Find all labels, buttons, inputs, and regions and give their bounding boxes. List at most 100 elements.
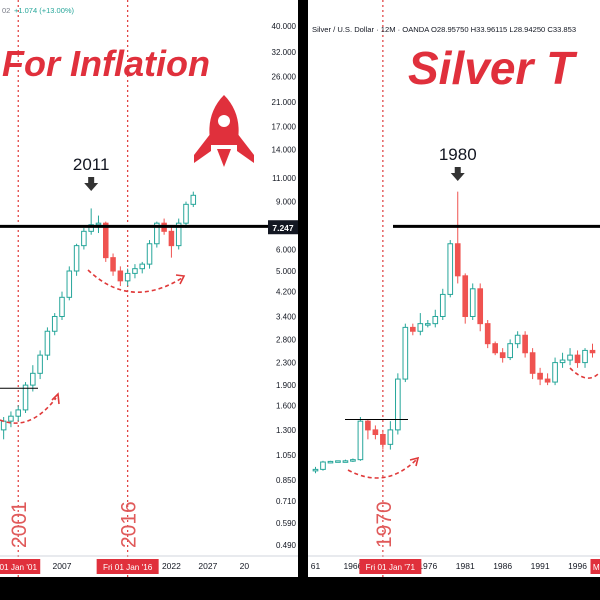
year-tick-label: 1976 bbox=[418, 561, 437, 571]
candle-body bbox=[175, 222, 182, 247]
candle-body bbox=[327, 460, 334, 464]
candle bbox=[484, 320, 491, 349]
candle-body bbox=[395, 378, 401, 431]
date-tag-label: Fri 01 Jan '16 bbox=[103, 563, 153, 572]
candle bbox=[8, 411, 14, 428]
price-tick-label: 14.000 bbox=[272, 146, 297, 155]
overlay-title: For Inflation bbox=[2, 43, 210, 84]
candle-body bbox=[462, 275, 469, 317]
peak-arrow bbox=[84, 177, 99, 191]
date-tag-label: Fri 01 Jan '71 bbox=[366, 563, 416, 572]
right-chart: 61 1966 1976 1981 1986 1991 1996 Fri 01 Jan '71… bbox=[308, 0, 600, 577]
candle-body bbox=[469, 288, 476, 317]
candle bbox=[175, 218, 182, 250]
candle bbox=[454, 191, 461, 284]
candle bbox=[380, 429, 386, 450]
candle-body bbox=[357, 420, 364, 461]
candle-body bbox=[124, 272, 131, 282]
candle bbox=[51, 313, 58, 336]
price-tick-label: 11.000 bbox=[272, 174, 296, 183]
candle-body bbox=[432, 315, 439, 325]
candle bbox=[103, 221, 109, 262]
candle bbox=[439, 288, 446, 321]
candle bbox=[567, 348, 573, 366]
candle-body bbox=[15, 409, 21, 417]
candle-body bbox=[387, 429, 394, 445]
year-tick-label: 1996 bbox=[568, 561, 587, 571]
candle-body bbox=[544, 378, 551, 383]
date-tag bbox=[0, 559, 41, 574]
candle bbox=[522, 331, 528, 358]
candle bbox=[469, 283, 476, 321]
candle bbox=[190, 191, 197, 208]
candle bbox=[132, 264, 138, 279]
candle bbox=[59, 291, 65, 321]
candle-body bbox=[537, 372, 543, 380]
candle bbox=[37, 350, 43, 380]
candle bbox=[66, 266, 73, 301]
peak-arrow bbox=[450, 167, 465, 181]
date-tag-label: 01 Jan '01 bbox=[0, 563, 37, 572]
candle bbox=[372, 425, 379, 440]
year-tick-label: 1986 bbox=[493, 561, 512, 571]
rocket-fin-left bbox=[194, 133, 211, 163]
candle-body bbox=[409, 326, 416, 332]
candle bbox=[365, 419, 371, 440]
header-change: +1.074 (+13.00%) bbox=[14, 6, 75, 15]
candle-body bbox=[365, 420, 371, 431]
candle-body bbox=[559, 359, 566, 364]
price-tick-label: 26.000 bbox=[272, 73, 297, 82]
candle-body bbox=[574, 354, 581, 364]
candle bbox=[88, 208, 94, 235]
candle-body bbox=[342, 460, 349, 463]
candle-body bbox=[132, 268, 138, 274]
candle bbox=[139, 261, 145, 274]
candle bbox=[514, 331, 521, 349]
last-price-label: 7.247 bbox=[272, 223, 294, 233]
price-tick-label: 17.000 bbox=[272, 123, 297, 132]
candle-body bbox=[103, 222, 109, 259]
year-tick-label: 2007 bbox=[53, 561, 72, 571]
cup-curve-arrow bbox=[569, 367, 600, 379]
candle bbox=[417, 313, 424, 336]
candle bbox=[146, 240, 153, 269]
candle bbox=[350, 458, 356, 463]
candle bbox=[477, 283, 484, 332]
vertical-year-label: 1970 bbox=[373, 501, 396, 548]
price-tick-label: 3.400 bbox=[276, 312, 297, 321]
candle bbox=[117, 266, 124, 287]
candle-body bbox=[154, 222, 160, 245]
candle-body bbox=[117, 270, 124, 282]
plot-area bbox=[0, 0, 197, 577]
peak-year-annotation: 1980 bbox=[439, 145, 477, 164]
candle-body bbox=[320, 461, 326, 470]
candle-body bbox=[589, 349, 596, 354]
candle-body bbox=[454, 243, 461, 277]
candle bbox=[30, 365, 36, 392]
candle bbox=[110, 253, 116, 276]
vertical-year-label: 2001 bbox=[8, 501, 31, 548]
cup-curve-arrowhead bbox=[409, 456, 420, 467]
cup-curve-arrow bbox=[87, 269, 183, 294]
candle-body bbox=[372, 429, 379, 436]
candle-body bbox=[312, 468, 319, 472]
candle bbox=[447, 240, 454, 298]
candle bbox=[402, 323, 409, 383]
candle-body bbox=[439, 293, 446, 317]
cup-curve-arrowhead bbox=[51, 392, 60, 405]
year-tick-label: 1991 bbox=[531, 561, 550, 571]
candle bbox=[395, 373, 401, 435]
candle bbox=[342, 459, 349, 463]
candle-body bbox=[88, 224, 94, 232]
candle-body bbox=[424, 323, 431, 326]
candle-body bbox=[37, 354, 43, 374]
cup-curve-arrow bbox=[347, 459, 417, 479]
candle-body bbox=[567, 354, 573, 361]
candle bbox=[387, 421, 394, 450]
year-tick-label: 1981 bbox=[456, 561, 475, 571]
candle-body bbox=[582, 349, 588, 364]
header-prefix: 02 bbox=[2, 6, 10, 15]
candle bbox=[81, 227, 87, 250]
